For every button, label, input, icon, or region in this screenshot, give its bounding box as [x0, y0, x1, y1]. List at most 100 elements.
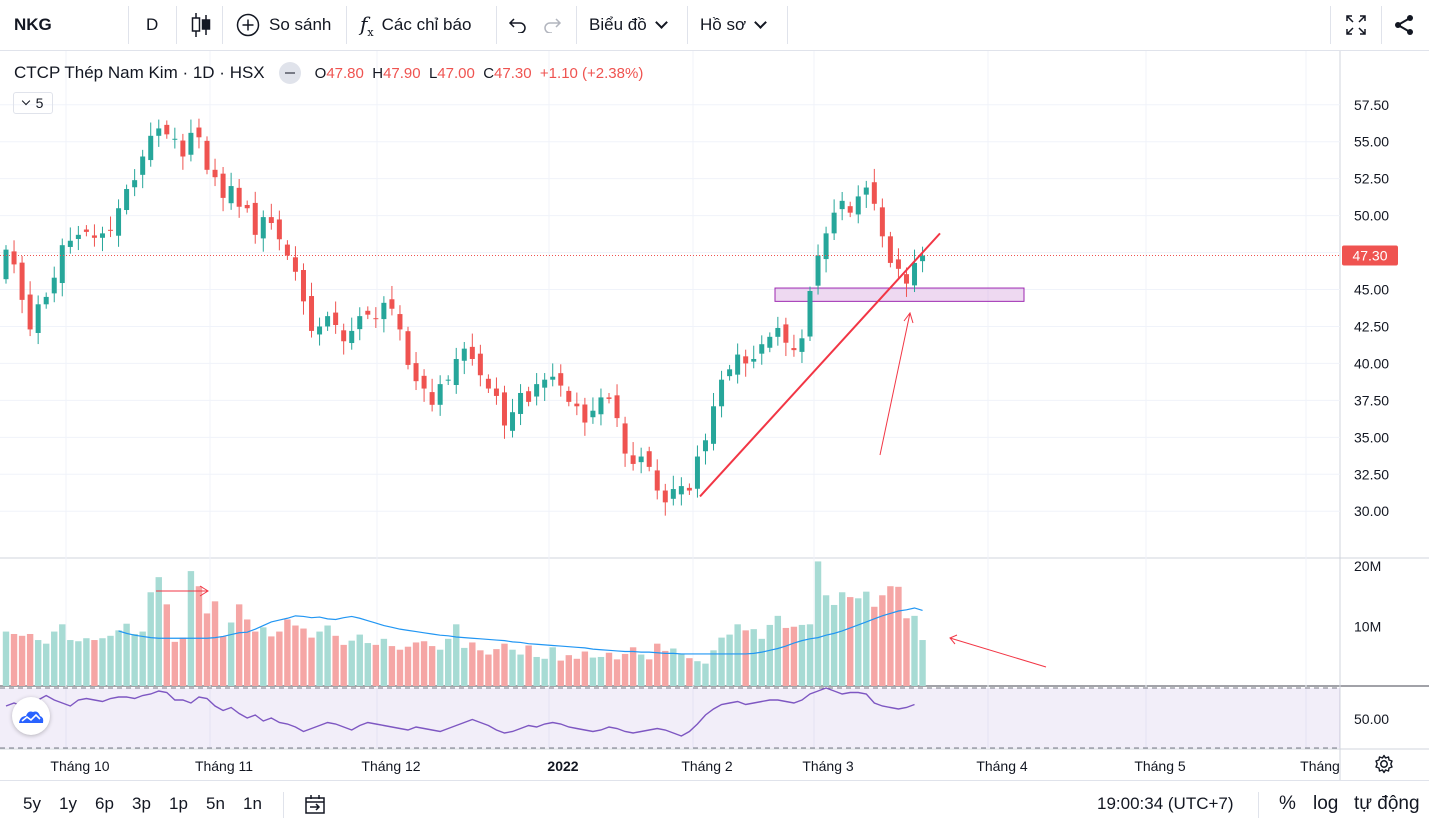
axes-layer: 57.5055.0052.5050.0047.5045.0042.5040.00… [50, 97, 1398, 774]
volume-bar [324, 625, 331, 686]
candle-body [309, 296, 315, 331]
volume-bar [742, 630, 749, 686]
hide-series-icon[interactable] [278, 62, 301, 84]
candle-body [51, 277, 57, 294]
candle-style-button[interactable] [190, 0, 212, 50]
volume-bar [219, 636, 227, 686]
bottom-toolbar [0, 780, 1429, 830]
profile-menu[interactable]: Hồ sơ [700, 0, 767, 50]
price-tick-label: 37.50 [1354, 392, 1389, 408]
candle-body [759, 344, 765, 354]
legend-collapse-button[interactable]: 5 [13, 92, 53, 114]
range-5n[interactable]: 5n [206, 794, 225, 813]
volume-bar [75, 641, 82, 686]
range-5y[interactable]: 5y [23, 794, 41, 813]
candle-body [654, 470, 660, 491]
volume-bar [887, 586, 894, 686]
range-1n[interactable]: 1n [243, 794, 262, 813]
candle-body [365, 310, 371, 315]
interval-button[interactable]: D [146, 0, 158, 50]
volume-bar [879, 595, 886, 686]
support-zone-box [774, 287, 1025, 302]
collapse-count: 5 [35, 95, 44, 111]
candle-body [389, 299, 395, 309]
candle-body [550, 376, 556, 380]
volume-bar [557, 660, 564, 686]
candle-body [349, 330, 355, 344]
candle-body [357, 316, 363, 330]
candlestick-series [0, 118, 1340, 516]
arrow-head [903, 311, 914, 324]
percent-toggle[interactable]: % [1279, 793, 1296, 814]
candle-body [791, 348, 797, 351]
symbol-search[interactable]: NKG [14, 0, 52, 50]
candle-body [317, 326, 323, 335]
clock[interactable]: 19:00:34 (UTC+7) [1097, 794, 1234, 813]
candle-body [421, 375, 427, 389]
volume-bar [2, 631, 10, 686]
range-6p[interactable]: 6p [95, 794, 114, 813]
go-to-date-button[interactable] [304, 794, 326, 821]
volume-bar [798, 624, 806, 686]
volume-bar [91, 640, 98, 686]
volume-bar [847, 597, 854, 686]
candle-body [469, 346, 475, 359]
volume-bar [412, 642, 420, 686]
volume-series [2, 561, 926, 686]
candle-body [727, 369, 733, 377]
undo-button[interactable] [508, 0, 528, 50]
time-tick-label: Tháng 11 [195, 758, 253, 774]
share-button[interactable] [1393, 0, 1415, 50]
open-label: O [314, 64, 327, 82]
volume-bar [195, 586, 203, 686]
auto-toggle[interactable]: tự động [1354, 793, 1420, 814]
indicators-button[interactable]: fx Các chỉ báo [360, 0, 471, 50]
candle-body [140, 156, 146, 175]
compare-button[interactable]: So sánh [236, 0, 331, 50]
candle-body [646, 451, 652, 467]
volume-bar [734, 624, 741, 686]
volume-bar [814, 561, 822, 686]
volume-bar [436, 649, 444, 686]
candle-body [743, 356, 749, 364]
volume-bar [10, 633, 18, 686]
fullscreen-button[interactable] [1345, 0, 1367, 50]
volume-bar [790, 626, 798, 686]
volume-bar [171, 641, 179, 686]
candle-body [180, 140, 186, 157]
volume-bar [18, 635, 26, 686]
volume-bar [646, 659, 653, 686]
symbol-legend: CTCP Thép Nam Kim · 1D · HSX O47.80 H47.… [14, 62, 643, 84]
volume-bar [428, 646, 436, 686]
candle-body [566, 390, 572, 402]
volume-bar [469, 642, 476, 686]
range-1p[interactable]: 1p [169, 794, 188, 813]
volume-bar [565, 655, 572, 686]
volume-bar [830, 604, 838, 686]
range-1y[interactable]: 1y [59, 794, 77, 813]
volume-bar [541, 658, 548, 686]
candle-body [75, 234, 81, 239]
price-tick-label: 32.50 [1354, 466, 1389, 482]
candle-body [83, 229, 89, 232]
volume-bar [187, 571, 195, 686]
candle-body [325, 316, 331, 327]
log-toggle[interactable]: log [1313, 793, 1339, 814]
price-chart[interactable]: 57.5055.0052.5050.0047.5045.0042.5040.00… [0, 51, 1429, 781]
redo-button[interactable] [542, 0, 562, 50]
candle-body [35, 304, 41, 333]
volume-bar [99, 638, 106, 686]
volume-bar [895, 586, 902, 686]
volume-bar [477, 650, 484, 686]
last-price-badge [1342, 245, 1398, 266]
candle-body [542, 379, 548, 388]
plus-circle-icon [236, 13, 260, 37]
chart-type-menu[interactable]: Biểu đồ [589, 0, 668, 50]
candle-body [501, 392, 507, 426]
price-tick-label: 52.50 [1354, 171, 1389, 187]
share-icon [1395, 15, 1413, 35]
settings-button[interactable] [1374, 754, 1394, 779]
time-tick-label: Tháng 5 [1134, 758, 1186, 774]
candle-body [228, 186, 234, 204]
range-3p[interactable]: 3p [132, 794, 151, 813]
